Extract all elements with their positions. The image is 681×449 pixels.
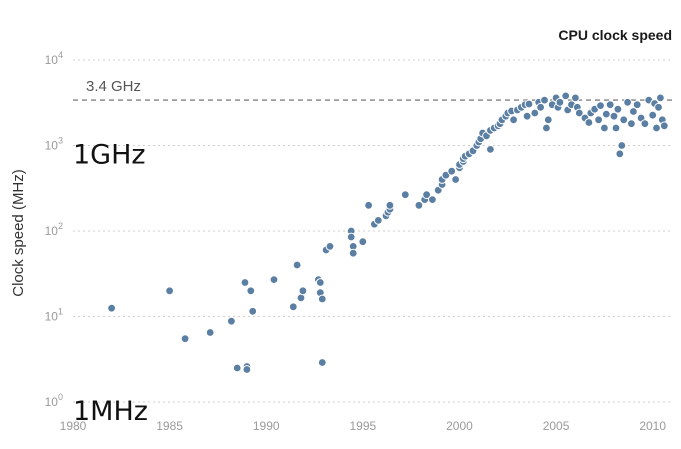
data-point [288,302,298,312]
data-point [240,278,250,287]
data-point [654,102,663,112]
data-point [522,111,532,121]
y-tick-label: 104 [45,50,63,67]
y-tick-label: 101 [45,307,63,324]
data-point [358,237,368,247]
data-point [428,195,437,205]
y-tick-base: 10 [45,224,59,238]
reference-line-label: 3.4 GHz [86,78,141,95]
x-tick-label: 2010 [639,419,666,433]
data-point [605,100,615,110]
data-point [246,286,256,296]
data-point [652,123,661,133]
data-point [509,115,518,125]
data-point [584,118,594,127]
x-tick-label: 1995 [349,419,376,433]
data-point [601,109,611,119]
data-point [298,286,308,296]
x-tick-label: 2000 [446,419,473,433]
x-axis-tick-labels: 1980 1985 1990 1995 2000 2005 2010 [60,419,667,433]
y-tick-exponent: 0 [58,392,63,402]
data-point [346,232,356,242]
data-point [451,175,461,184]
data-point [530,108,540,118]
data-point [613,104,623,114]
data-point [325,242,335,251]
y-tick-base: 10 [45,310,59,324]
x-tick-label: 1990 [253,419,280,433]
data-point [619,115,629,125]
chart-title: CPU clock speed [558,27,672,43]
x-tick-label: 1980 [60,419,87,433]
data-point [659,121,669,131]
y-tick-base: 10 [45,139,59,153]
y-tick-exponent: 3 [58,136,63,146]
data-point [629,107,638,116]
data-point [269,275,279,285]
y-tick-label: 102 [45,221,63,238]
data-point [422,190,432,200]
data-point [600,123,609,133]
data-point [540,95,549,105]
y-tick-label: 100 [45,392,63,409]
data-point [414,200,424,210]
data-point [248,306,258,316]
data-point [227,316,236,326]
data-point [543,115,553,125]
data-point [205,328,215,337]
data-point [615,149,625,159]
data-point [632,100,642,110]
data-point [385,200,395,210]
x-tick-label: 1985 [156,419,183,433]
y-tick-base: 10 [45,395,59,409]
y-axis-label: Clock speed (MHz) [10,169,27,297]
data-points [107,91,669,374]
data-point [542,123,551,133]
data-point [486,145,495,154]
data-point [165,286,175,296]
data-point [596,101,605,110]
data-point [524,99,534,109]
data-point [447,166,457,176]
data-point [400,190,410,200]
y-tick-exponent: 2 [58,221,63,231]
data-point [107,303,116,313]
x-tick-label: 2005 [543,419,570,433]
y-tick-base: 10 [45,53,59,67]
y-tick-label: 103 [45,136,63,153]
data-point [640,119,650,129]
data-point [611,123,621,133]
annotation-label: 1GHz [73,140,146,171]
data-point [648,110,658,120]
data-point [627,119,636,129]
data-point [242,365,252,374]
data-point [292,260,302,270]
data-point [296,293,306,303]
data-point [536,102,545,112]
data-point [180,334,190,344]
data-point [232,363,242,373]
data-point [555,97,565,107]
data-point [317,294,327,304]
data-point [348,248,358,258]
y-tick-exponent: 4 [58,50,63,60]
data-point [373,216,383,225]
y-tick-exponent: 1 [58,307,63,317]
data-point [594,115,603,125]
data-point [317,358,327,367]
data-point [315,278,325,287]
annotations: 1GHz 1MHz [73,140,148,428]
data-point [609,111,619,121]
annotation-label: 1MHz [73,396,148,427]
data-point [574,108,584,118]
data-point [656,93,665,103]
data-point [364,200,374,210]
data-point [623,97,632,107]
data-point [561,91,571,101]
data-point [571,93,580,103]
data-point [617,141,627,150]
